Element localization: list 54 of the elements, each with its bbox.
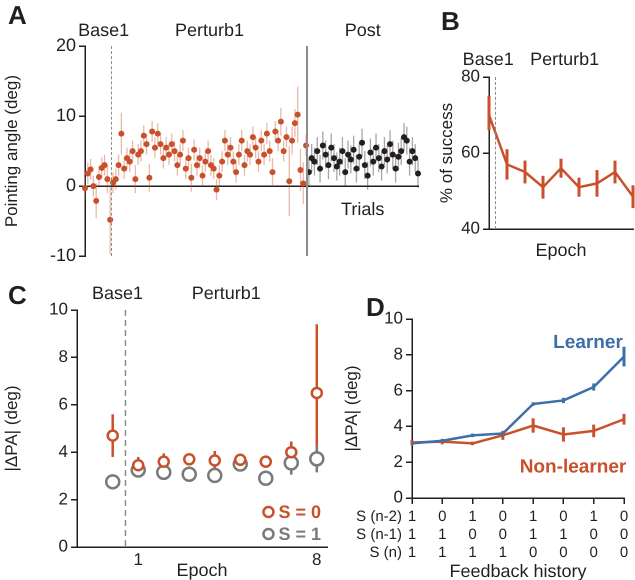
y-tick-label: 40 bbox=[461, 218, 480, 238]
y-tick-label: 4 bbox=[58, 442, 68, 461]
text: Perturb1 bbox=[192, 282, 261, 303]
y-tick-label: 80 bbox=[461, 66, 480, 86]
x-tick-label: 0 0 1 bbox=[498, 508, 508, 562]
y-tick-label: 2 bbox=[58, 489, 68, 508]
y-tick-label: 10 bbox=[56, 105, 76, 126]
x-tick-label: 1 1 0 bbox=[528, 508, 538, 562]
annotation: Trials bbox=[341, 199, 384, 220]
y-tick-label: 10 bbox=[49, 300, 68, 319]
y-tick-label: 8 bbox=[58, 347, 68, 366]
text: S (n-2) bbox=[356, 508, 402, 526]
legend-label: S = 0 bbox=[278, 502, 321, 522]
text: Base1 bbox=[78, 20, 130, 40]
x-axis-title: Epoch bbox=[176, 560, 228, 580]
text: Base1 bbox=[92, 282, 143, 303]
y-tick-label: 0 bbox=[66, 175, 76, 196]
chart-title: D bbox=[366, 292, 385, 322]
x-tick-label: 0 1 0 bbox=[559, 508, 568, 562]
text: S (n-1) bbox=[356, 526, 402, 544]
y-axis-title: |ΔPA| (deg) bbox=[2, 385, 21, 472]
text: S (n) bbox=[369, 544, 402, 562]
text: Perturb1 bbox=[175, 20, 244, 40]
chart-title: C bbox=[8, 280, 27, 310]
y-tick-label: 8 bbox=[394, 344, 403, 364]
x-tick-label: 1 bbox=[133, 550, 143, 569]
x-tick-label: 8 bbox=[312, 550, 322, 569]
x-axis-title: Epoch bbox=[535, 240, 587, 260]
series-label: Learner bbox=[553, 332, 624, 353]
y-tick-label: 0 bbox=[58, 536, 68, 556]
text: Perturb1 bbox=[530, 48, 600, 69]
y-tick-label: 6 bbox=[394, 380, 403, 400]
x-tick-label: 1 1 1 bbox=[408, 508, 416, 562]
y-axis-title: |ΔPA| (deg) bbox=[342, 365, 361, 452]
y-axis-title: Pointing angle (deg) bbox=[2, 75, 21, 228]
y-tick-label: 2 bbox=[394, 452, 403, 471]
text: Base1 bbox=[462, 48, 514, 69]
y-tick-label: 6 bbox=[58, 394, 68, 414]
y-tick-label: 10 bbox=[384, 308, 403, 328]
text: Post bbox=[344, 20, 381, 40]
x-tick-label: 1 0 1 bbox=[468, 508, 477, 562]
y-tick-label: 4 bbox=[394, 416, 403, 436]
y-axis-title: % of success bbox=[436, 102, 456, 204]
x-tick-label: 1 0 0 bbox=[590, 508, 598, 562]
legend-label: S = 1 bbox=[278, 524, 321, 544]
x-tick-label: 0 0 0 bbox=[620, 508, 628, 562]
y-tick-label: 60 bbox=[461, 142, 480, 162]
x-tick-label: 0 1 1 bbox=[438, 508, 446, 562]
y-tick-label: 20 bbox=[56, 34, 76, 55]
chart-title: A bbox=[8, 0, 27, 30]
series-label: Non-learner bbox=[520, 456, 627, 478]
chart-title: B bbox=[441, 6, 460, 36]
y-tick-label: -10 bbox=[50, 245, 76, 266]
y-tick-label: 0 bbox=[394, 488, 403, 507]
